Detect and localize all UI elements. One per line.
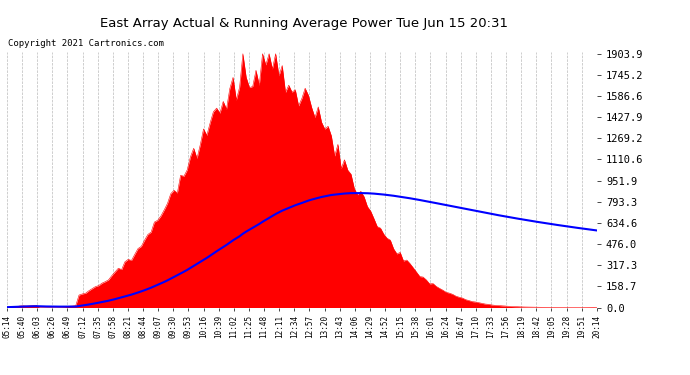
Text: Copyright 2021 Cartronics.com: Copyright 2021 Cartronics.com [8,39,164,48]
Text: East Array Actual & Running Average Power Tue Jun 15 20:31: East Array Actual & Running Average Powe… [99,17,508,30]
